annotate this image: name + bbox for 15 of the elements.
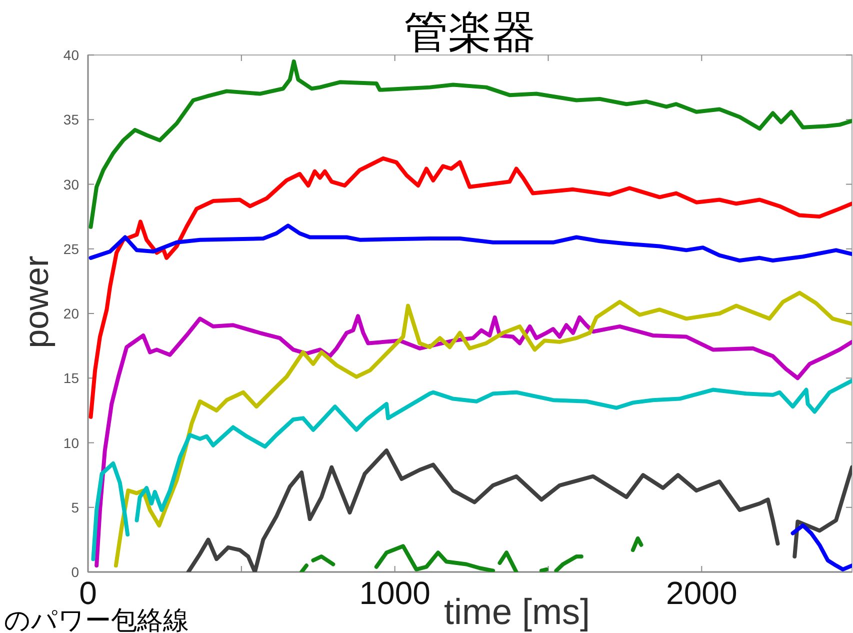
x-tick-label: 2000: [666, 575, 738, 611]
y-tick-label: 40: [63, 47, 80, 63]
y-tick-label: 5: [71, 499, 80, 516]
y-tick-label: 0: [71, 564, 80, 580]
y-axis-title: power: [18, 256, 56, 348]
text: のパワー包絡線: [4, 605, 189, 633]
y-tick-label: 15: [63, 370, 80, 386]
y-tick-label: 25: [63, 240, 80, 257]
y-tick-label: 10: [63, 434, 80, 451]
y-tick-label: 35: [63, 112, 80, 128]
y-tick-label: 20: [63, 306, 80, 322]
y-tick-label: 30: [63, 176, 80, 192]
chart-title: 管楽器: [404, 8, 536, 57]
x-axis-title: time [ms]: [444, 591, 590, 632]
x-tick-label: 1000: [359, 575, 430, 611]
